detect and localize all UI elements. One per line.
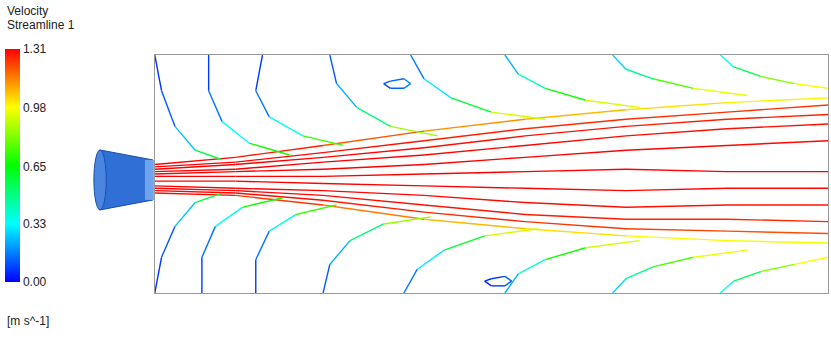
svg-text:1.31: 1.31 [23, 42, 47, 56]
svg-text:Velocity: Velocity [7, 4, 48, 18]
svg-text:[m s^-1]: [m s^-1] [7, 314, 49, 328]
svg-text:0.00: 0.00 [23, 275, 47, 289]
svg-text:0.33: 0.33 [23, 217, 47, 231]
svg-text:Streamline 1: Streamline 1 [7, 18, 75, 32]
svg-text:0.98: 0.98 [23, 101, 47, 115]
svg-text:0.65: 0.65 [23, 160, 47, 174]
